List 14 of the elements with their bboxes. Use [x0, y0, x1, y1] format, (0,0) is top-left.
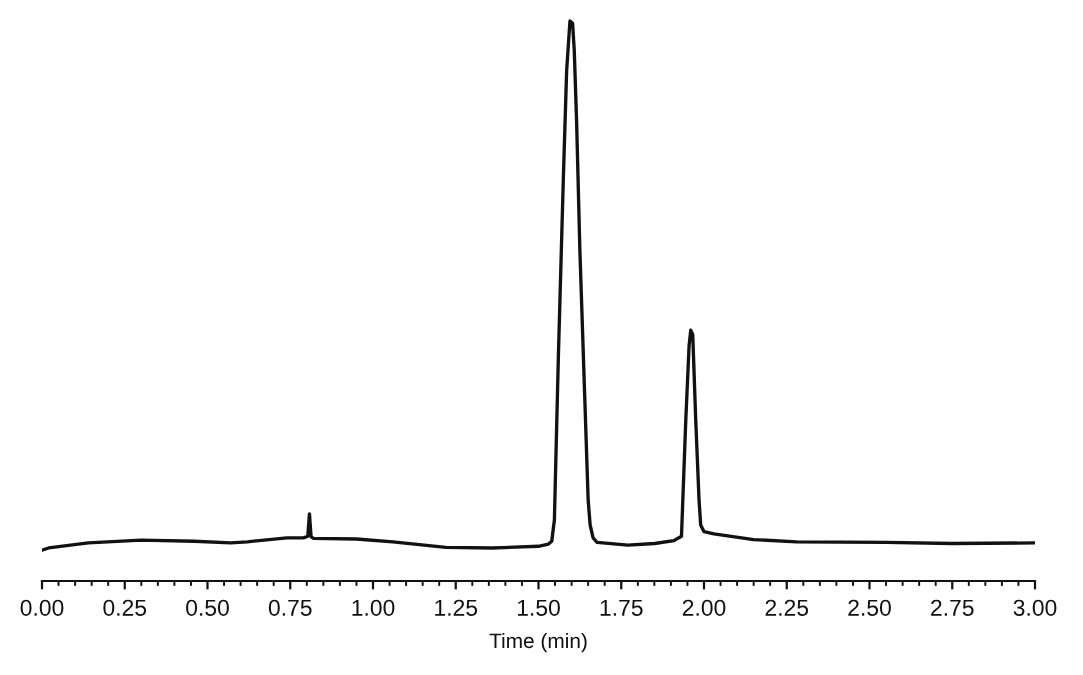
- x-tick-label: 1.00: [352, 599, 395, 616]
- x-tick-label: 2.75: [931, 599, 974, 616]
- x-tick-label: 0.50: [186, 599, 229, 616]
- x-tick-label: 1.75: [600, 599, 643, 616]
- x-tick-label: 2.50: [848, 599, 891, 616]
- x-tick-label: 0.00: [20, 599, 64, 616]
- x-tick-label: 2.25: [765, 599, 809, 616]
- x-axis-title: Time (min): [489, 632, 587, 653]
- x-tick-label: 1.25: [435, 599, 478, 616]
- x-tick-label: 1.50: [517, 599, 560, 616]
- x-tick-label: 0.25: [103, 599, 147, 616]
- x-tick-label: 3.00: [1013, 599, 1057, 616]
- x-tick-label: 2.00: [682, 599, 726, 616]
- x-tick-label: 0.75: [268, 599, 312, 616]
